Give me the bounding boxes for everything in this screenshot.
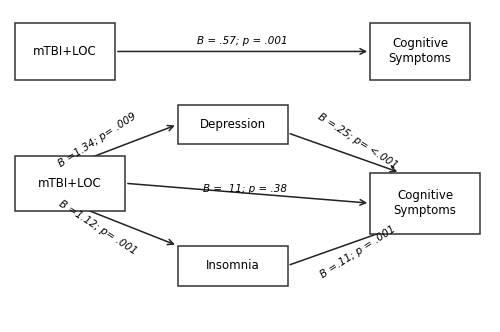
- FancyBboxPatch shape: [370, 173, 480, 234]
- FancyBboxPatch shape: [178, 246, 288, 286]
- Text: Cognitive
Symptoms: Cognitive Symptoms: [394, 189, 456, 217]
- Text: B = .11; p = .38: B = .11; p = .38: [203, 184, 287, 194]
- FancyBboxPatch shape: [178, 105, 288, 144]
- Text: Cognitive
Symptoms: Cognitive Symptoms: [388, 38, 452, 65]
- Text: B =1.12; p= .001: B =1.12; p= .001: [56, 199, 138, 256]
- Text: B =.25; p= <.001: B =.25; p= <.001: [316, 112, 399, 171]
- Text: Depression: Depression: [200, 118, 266, 131]
- Text: mTBI+LOC: mTBI+LOC: [33, 45, 97, 58]
- Text: B =1.34; p= .009: B =1.34; p= .009: [56, 111, 138, 169]
- Text: B =.11; p = .001: B =.11; p = .001: [318, 224, 397, 280]
- FancyBboxPatch shape: [15, 156, 125, 211]
- FancyBboxPatch shape: [370, 23, 470, 80]
- Text: B = .57; p = .001: B = .57; p = .001: [197, 37, 288, 46]
- Text: Insomnia: Insomnia: [206, 259, 260, 272]
- Text: mTBI+LOC: mTBI+LOC: [38, 177, 102, 190]
- FancyBboxPatch shape: [15, 23, 115, 80]
